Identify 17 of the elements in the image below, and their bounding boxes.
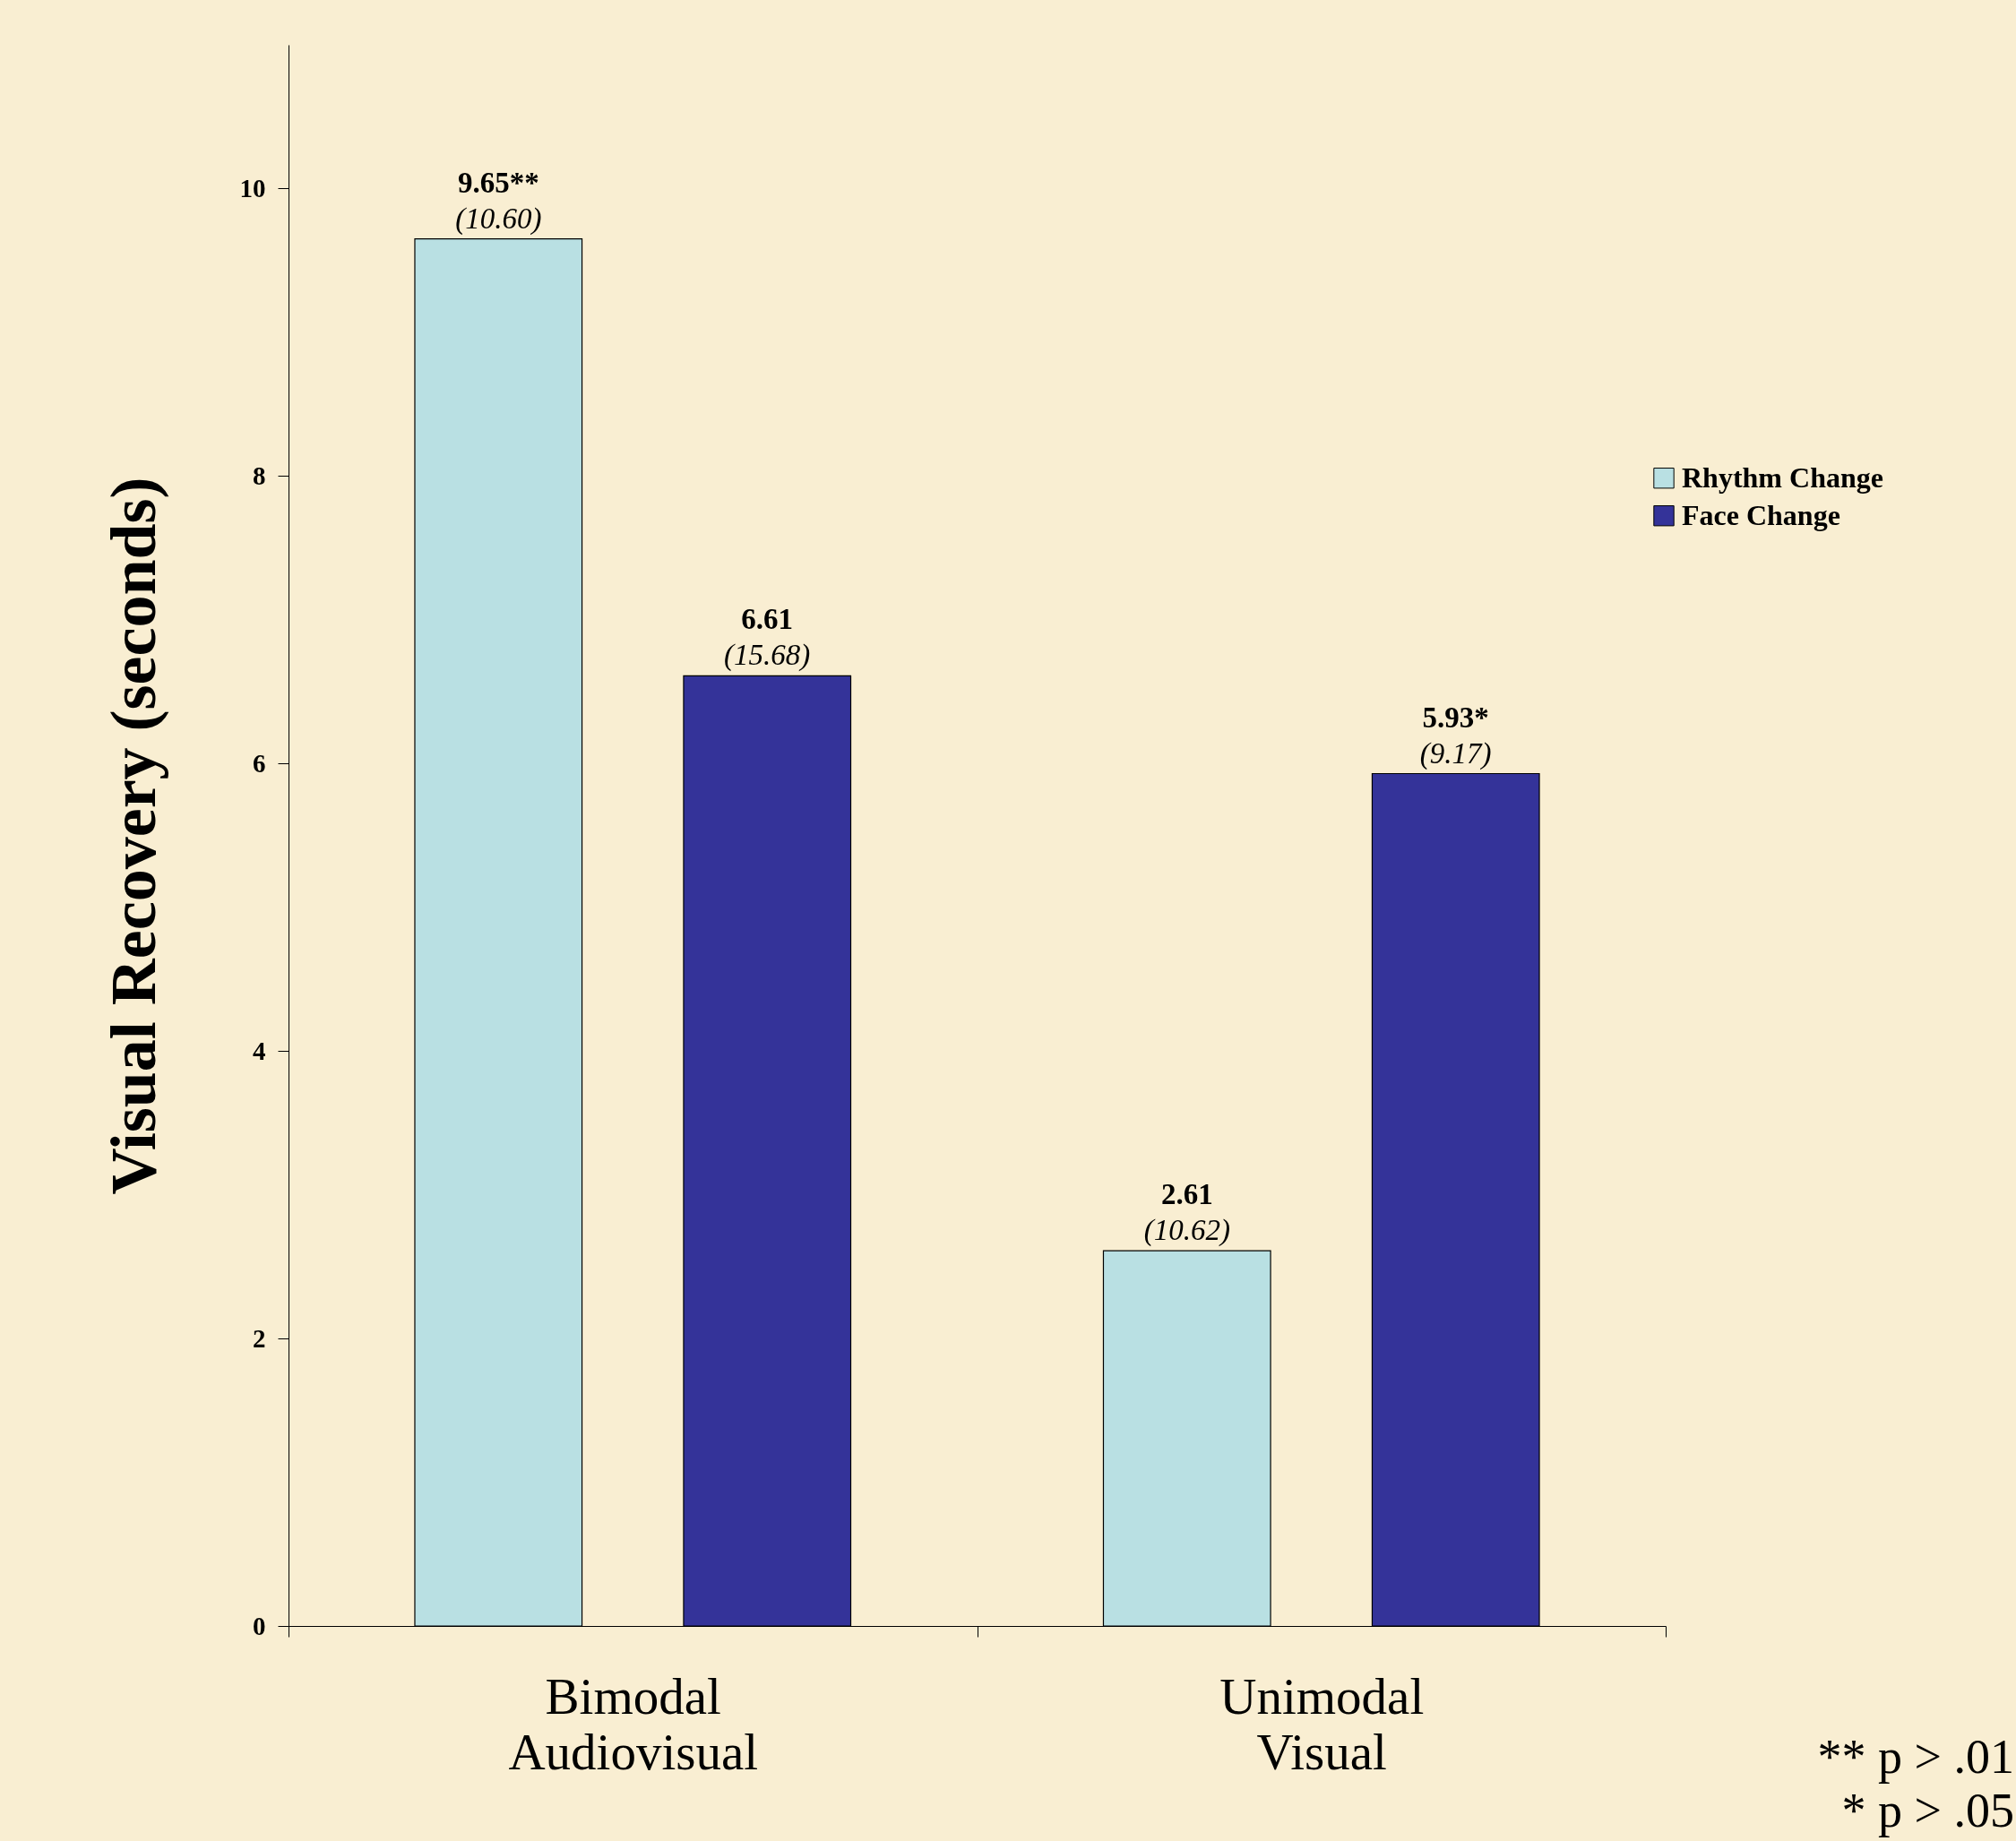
y-tick-label: 2	[253, 1323, 266, 1353]
y-tick-label: 8	[253, 460, 266, 490]
legend-label: Face Change	[1682, 498, 1840, 531]
y-tick-label: 4	[253, 1036, 266, 1065]
y-axis-title: Visual Recovery (seconds)	[97, 477, 169, 1195]
text: 5.93* (9.17)	[1419, 701, 1492, 770]
text: 9.65** (10.60)	[455, 166, 542, 235]
text: * p > .05	[1840, 1783, 2014, 1837]
x-tick-label: Bimodal Audiovisual	[508, 1667, 759, 1780]
x-tick-label: Unimodal Visual	[1219, 1667, 1425, 1780]
legend-label: Rhythm Change	[1682, 460, 1883, 494]
y-tick-label: 6	[253, 748, 266, 778]
text: 2.61 (10.62)	[1143, 1178, 1230, 1247]
y-tick-label: 10	[239, 173, 266, 202]
text: ** p > .01	[1817, 1730, 2014, 1785]
y-tick-label: 0	[253, 1611, 266, 1640]
text: 6.61 (15.68)	[724, 603, 811, 672]
